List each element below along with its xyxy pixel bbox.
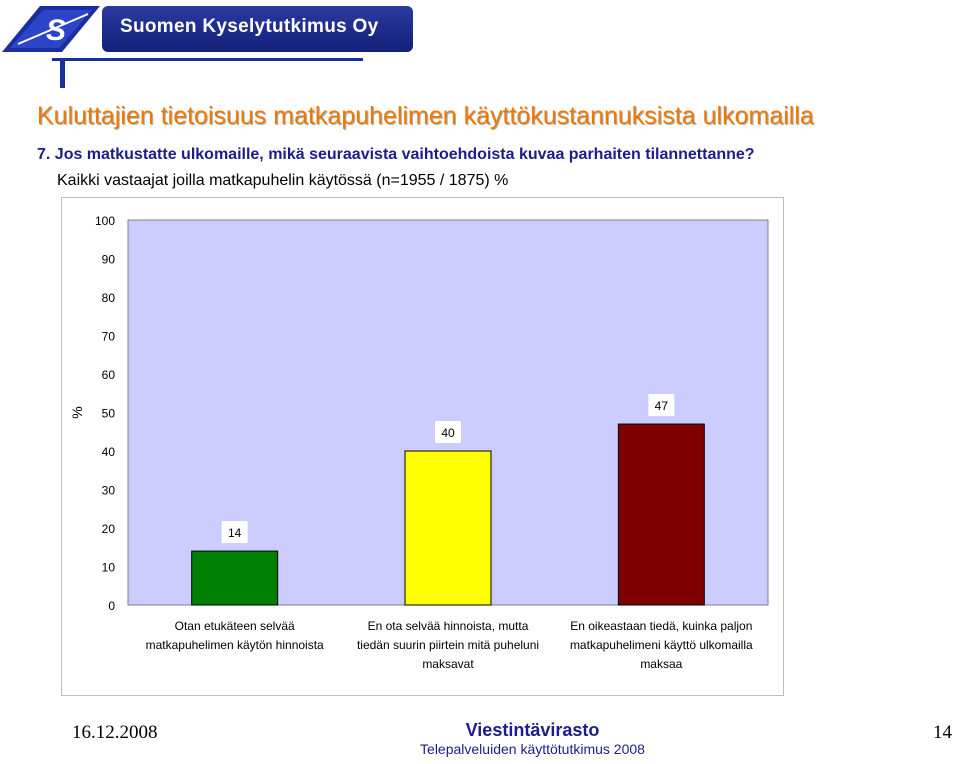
header-accent-stem: [60, 58, 65, 88]
y-tick-label: 40: [102, 445, 116, 459]
slide-title: Kuluttajien tietoisuus matkapuhelimen kä…: [37, 102, 814, 130]
survey-question: 7. Jos matkustatte ulkomaille, mikä seur…: [37, 146, 755, 163]
y-tick-label: 80: [102, 291, 116, 305]
y-tick-label: 0: [108, 599, 115, 613]
bar: [404, 450, 492, 606]
data-label: 14: [228, 526, 242, 540]
category-label: En ota selvää hinnoista, mutta: [368, 619, 529, 633]
company-name: Suomen Kyselytutkimus Oy: [120, 16, 379, 37]
bar: [617, 423, 705, 606]
y-tick-label: 90: [102, 253, 116, 267]
y-tick-label: 10: [102, 561, 116, 575]
y-tick-label: 20: [102, 522, 116, 536]
y-tick-label: 30: [102, 484, 116, 498]
data-label: 40: [441, 426, 455, 440]
chart-subtitle: Kaikki vastaajat joilla matkapuhelin käy…: [57, 172, 509, 189]
category-label: matkapuhelimen käytön hinnoista: [146, 638, 324, 652]
data-label-background: [221, 521, 248, 544]
category-label: En oikeastaan tiedä, kuinka paljon: [570, 619, 752, 633]
category-label: maksaa: [640, 657, 682, 671]
data-label-background: [648, 394, 675, 417]
category-label: matkapuhelimeni käyttö ulkomailla: [570, 638, 753, 652]
category-label: Otan etukäteen selvää: [175, 619, 295, 633]
company-logo-icon: S: [2, 6, 100, 52]
page-number: 14: [933, 722, 952, 743]
header-accent-line: [52, 58, 363, 61]
category-label: tiedän suurin piirtein mitä puheluni: [357, 638, 539, 652]
y-axis-label: %: [69, 406, 85, 418]
company-banner: [102, 6, 413, 52]
data-label: 47: [655, 399, 669, 413]
bar: [191, 550, 279, 606]
y-tick-label: 50: [102, 407, 116, 421]
chart-frame: [61, 197, 784, 696]
footer-date: 16.12.2008: [72, 722, 158, 743]
data-label-background: [435, 421, 461, 443]
svg-text:S: S: [46, 14, 66, 47]
footer-organization: Viestintävirasto: [465, 720, 600, 740]
y-tick-label: 70: [102, 330, 116, 344]
y-tick-label: 60: [102, 368, 116, 382]
footer-survey-name: Telepalveluiden käyttötutkimus 2008: [420, 741, 645, 757]
category-label: maksavat: [422, 657, 474, 671]
y-tick-label: 100: [95, 214, 115, 228]
